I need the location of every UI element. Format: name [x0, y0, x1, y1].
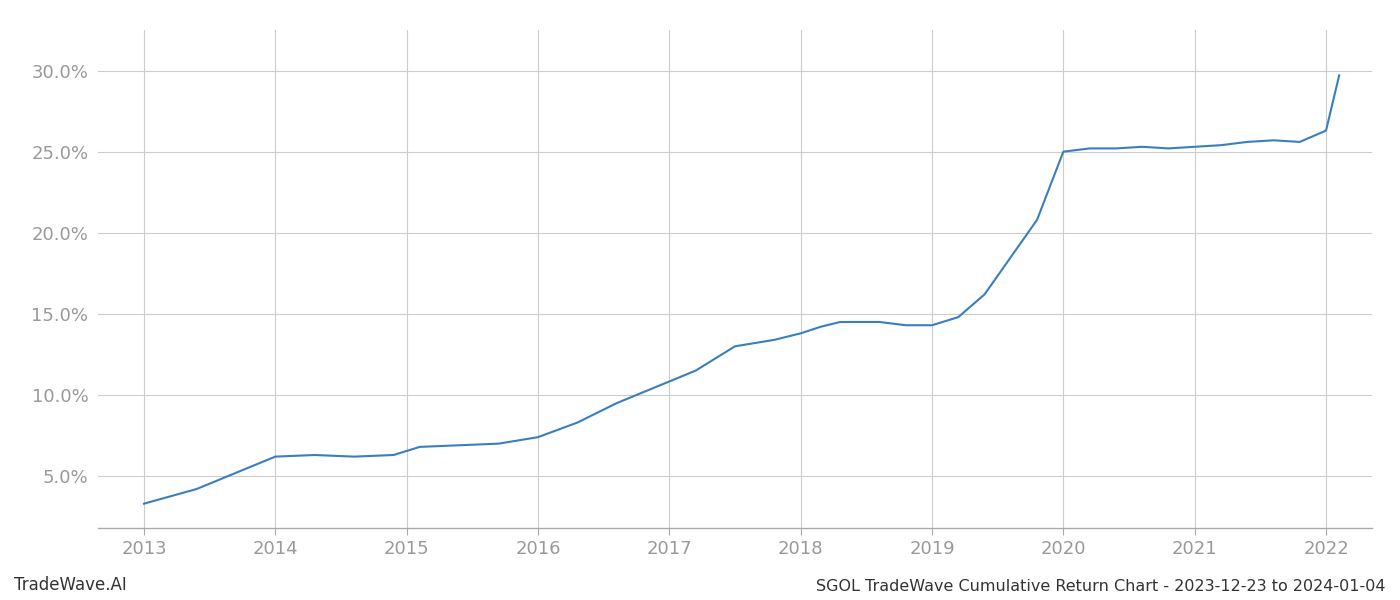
Text: TradeWave.AI: TradeWave.AI [14, 576, 127, 594]
Text: SGOL TradeWave Cumulative Return Chart - 2023-12-23 to 2024-01-04: SGOL TradeWave Cumulative Return Chart -… [816, 579, 1386, 594]
